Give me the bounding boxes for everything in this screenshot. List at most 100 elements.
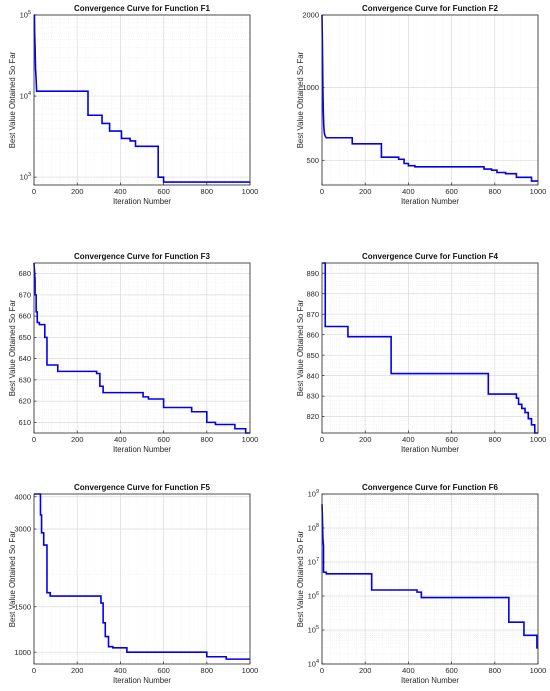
y-tick-label: 104 — [20, 91, 31, 101]
chart-panel: 0 200 400 600 800 1000 610 620 630 640 650 660 670 68… — [8, 252, 258, 454]
x-tick-label: 800 — [201, 666, 214, 675]
x-tick-label: 1000 — [242, 187, 259, 196]
x-tick-label: 600 — [157, 666, 170, 675]
x-tick-label: 1000 — [242, 435, 259, 444]
y-tick-label: 840 — [306, 371, 319, 380]
x-tick-label: 200 — [359, 435, 372, 444]
chart-panel: 0 200 400 600 800 1000 103 104 105 Convergence Cu… — [8, 4, 258, 206]
x-tick-label: 800 — [201, 187, 214, 196]
y-tick-label: 1000 — [14, 648, 31, 657]
y-tick-label: 105 — [20, 10, 31, 20]
y-tick-label: 860 — [306, 330, 319, 339]
x-tick-label: 0 — [32, 666, 36, 675]
x-tick-label: 800 — [489, 187, 502, 196]
x-tick-label: 800 — [489, 666, 502, 675]
x-tick-label: 600 — [445, 187, 458, 196]
x-tick-label: 400 — [114, 187, 127, 196]
plot-area — [322, 263, 538, 433]
x-tick-label: 0 — [32, 187, 36, 196]
x-axis-label: Iteration Number — [113, 445, 171, 454]
y-tick-label: 670 — [18, 290, 31, 299]
x-axis-label: Iteration Number — [401, 197, 459, 206]
x-tick-label: 1000 — [530, 435, 547, 444]
plot-area — [322, 494, 538, 664]
series-line — [321, 14, 538, 182]
series-line — [321, 504, 538, 649]
axes-frame — [321, 262, 539, 434]
chart-title: Convergence Curve for Function F1 — [74, 4, 211, 13]
y-tick-label: 2000 — [302, 11, 319, 20]
chart-panel: 0 200 400 600 800 1000 820 830 840 850 860 870 880 89… — [296, 252, 546, 454]
x-tick-label: 200 — [71, 435, 84, 444]
y-tick-label: 104 — [308, 659, 319, 669]
y-tick-label: 109 — [308, 489, 319, 499]
y-tick-label: 650 — [18, 333, 31, 342]
axes-frame — [33, 14, 251, 186]
x-tick-label: 400 — [402, 435, 415, 444]
y-tick-label: 106 — [308, 591, 319, 601]
x-tick-label: 400 — [402, 666, 415, 675]
y-axis-label: Best Value Obtained So Far — [8, 530, 17, 627]
chart-title: Convergence Curve for Function F6 — [362, 483, 499, 492]
x-tick-label: 600 — [445, 435, 458, 444]
axes-frame — [321, 493, 539, 665]
plot-area — [34, 263, 250, 433]
y-tick-label: 610 — [18, 418, 31, 427]
x-tick-label: 800 — [489, 435, 502, 444]
y-tick-label: 107 — [308, 557, 319, 567]
chart-title: Convergence Curve for Function F5 — [74, 483, 211, 492]
x-tick-label: 800 — [201, 435, 214, 444]
y-tick-label: 500 — [306, 156, 319, 165]
y-tick-label: 3000 — [14, 525, 31, 534]
chart-panel: 0 200 400 600 800 1000 500 1000 2000 Convergence … — [296, 4, 546, 206]
y-tick-label: 108 — [308, 523, 319, 533]
y-tick-label: 620 — [18, 397, 31, 406]
x-tick-label: 0 — [320, 435, 324, 444]
y-tick-label: 890 — [306, 269, 319, 278]
x-tick-label: 600 — [157, 187, 170, 196]
x-tick-label: 400 — [114, 435, 127, 444]
y-tick-label: 680 — [18, 269, 31, 278]
y-tick-label: 850 — [306, 351, 319, 360]
y-tick-label: 630 — [18, 375, 31, 384]
y-axis-label: Best Value Obtained So Far — [8, 51, 17, 148]
chart-title: Convergence Curve for Function F2 — [362, 4, 499, 13]
y-tick-label: 103 — [20, 172, 31, 182]
x-tick-label: 1000 — [242, 666, 259, 675]
x-axis-label: Iteration Number — [401, 676, 459, 685]
axes-frame — [33, 493, 251, 665]
x-tick-label: 200 — [71, 187, 84, 196]
x-tick-label: 0 — [32, 435, 36, 444]
y-tick-label: 880 — [306, 289, 319, 298]
x-tick-label: 1000 — [530, 187, 547, 196]
series-line — [322, 262, 538, 434]
series-line — [33, 262, 250, 434]
chart-title: Convergence Curve for Function F3 — [74, 252, 211, 261]
x-axis-label: Iteration Number — [113, 197, 171, 206]
x-tick-label: 200 — [71, 666, 84, 675]
x-tick-label: 0 — [320, 666, 324, 675]
x-axis-label: Iteration Number — [401, 445, 459, 454]
x-tick-label: 600 — [157, 435, 170, 444]
y-tick-label: 870 — [306, 310, 319, 319]
y-tick-label: 1500 — [14, 602, 31, 611]
x-tick-label: 0 — [320, 187, 324, 196]
axes-frame — [321, 14, 539, 186]
plot-area — [322, 15, 538, 185]
x-tick-label: 1000 — [530, 666, 547, 675]
chart-panel: 0 200 400 600 800 1000 1000 1500 3000 4000 Converg… — [8, 483, 258, 685]
chart-panel: 0 200 400 600 800 1000 104 105 106 107 108 109 Conve… — [296, 483, 546, 685]
y-tick-label: 105 — [308, 625, 319, 635]
y-axis-label: Best Value Obtained So Far — [296, 530, 305, 627]
y-tick-label: 660 — [18, 312, 31, 321]
y-tick-label: 4000 — [14, 492, 31, 501]
x-tick-label: 200 — [359, 666, 372, 675]
y-axis-label: Best Value Obtained So Far — [296, 299, 305, 396]
series-line — [33, 14, 250, 183]
chart-title: Convergence Curve for Function F4 — [362, 252, 499, 261]
y-axis-label: Best Value Obtained So Far — [8, 299, 17, 396]
y-axis-label: Best Value Obtained So Far — [296, 51, 305, 148]
y-tick-label: 1000 — [302, 83, 319, 92]
y-tick-label: 820 — [306, 412, 319, 421]
